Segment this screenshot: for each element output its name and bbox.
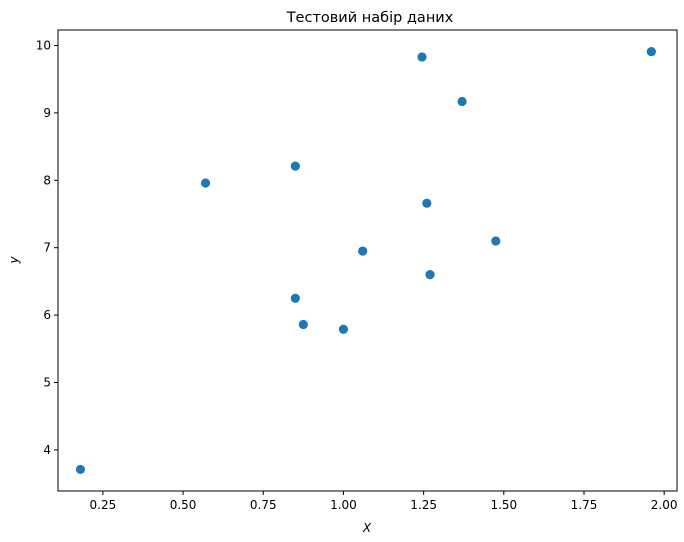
scatter-point [338, 324, 349, 334]
plot-frame [57, 29, 678, 492]
x-axis-label: X [362, 521, 372, 535]
scatter-point [425, 270, 435, 280]
chart-title: Тестовий набір даних [286, 10, 454, 26]
x-tick-label: 0.50 [170, 498, 197, 512]
x-tick-label: 1.75 [571, 498, 598, 512]
plot-area: 0.25 0.50 0.75 1.00 1.25 1.50 1.75 2.00 4 5 6 7 8 9 1… [36, 29, 678, 512]
y-axis-label: y [7, 256, 21, 265]
x-tick-label: 1.25 [410, 498, 437, 512]
scatter-point [290, 161, 300, 171]
scatter-point [75, 464, 86, 475]
scatter-point [298, 319, 308, 330]
scatter-point [457, 96, 467, 107]
plot-background [58, 30, 677, 491]
y-tick-label: 4 [43, 443, 51, 457]
x-tick-label: 1.00 [330, 498, 357, 512]
y-tick-label: 10 [36, 39, 51, 53]
scatter-point [290, 293, 300, 303]
y-tick-label: 5 [43, 375, 51, 389]
y-axis: 4 5 6 7 8 9 10 [36, 39, 58, 457]
y-tick-label: 9 [43, 106, 51, 120]
y-tick-label: 7 [43, 241, 51, 255]
scatter-point [417, 52, 427, 62]
y-tick-label: 6 [43, 308, 51, 322]
y-tick-label: 8 [43, 173, 51, 187]
scatter-point [646, 46, 656, 57]
scatter-point [358, 246, 368, 256]
scatter-point [422, 198, 432, 208]
x-axis: 0.25 0.50 0.75 1.00 1.25 1.50 1.75 2.00 [90, 491, 678, 512]
x-tick-label: 0.25 [90, 498, 117, 512]
x-tick-label: 1.50 [490, 498, 517, 512]
x-tick-label: 2.00 [651, 498, 678, 512]
scatter-point [200, 178, 211, 188]
scatter-point [491, 236, 501, 246]
x-tick-label: 0.75 [250, 498, 277, 512]
data-points [75, 46, 656, 475]
